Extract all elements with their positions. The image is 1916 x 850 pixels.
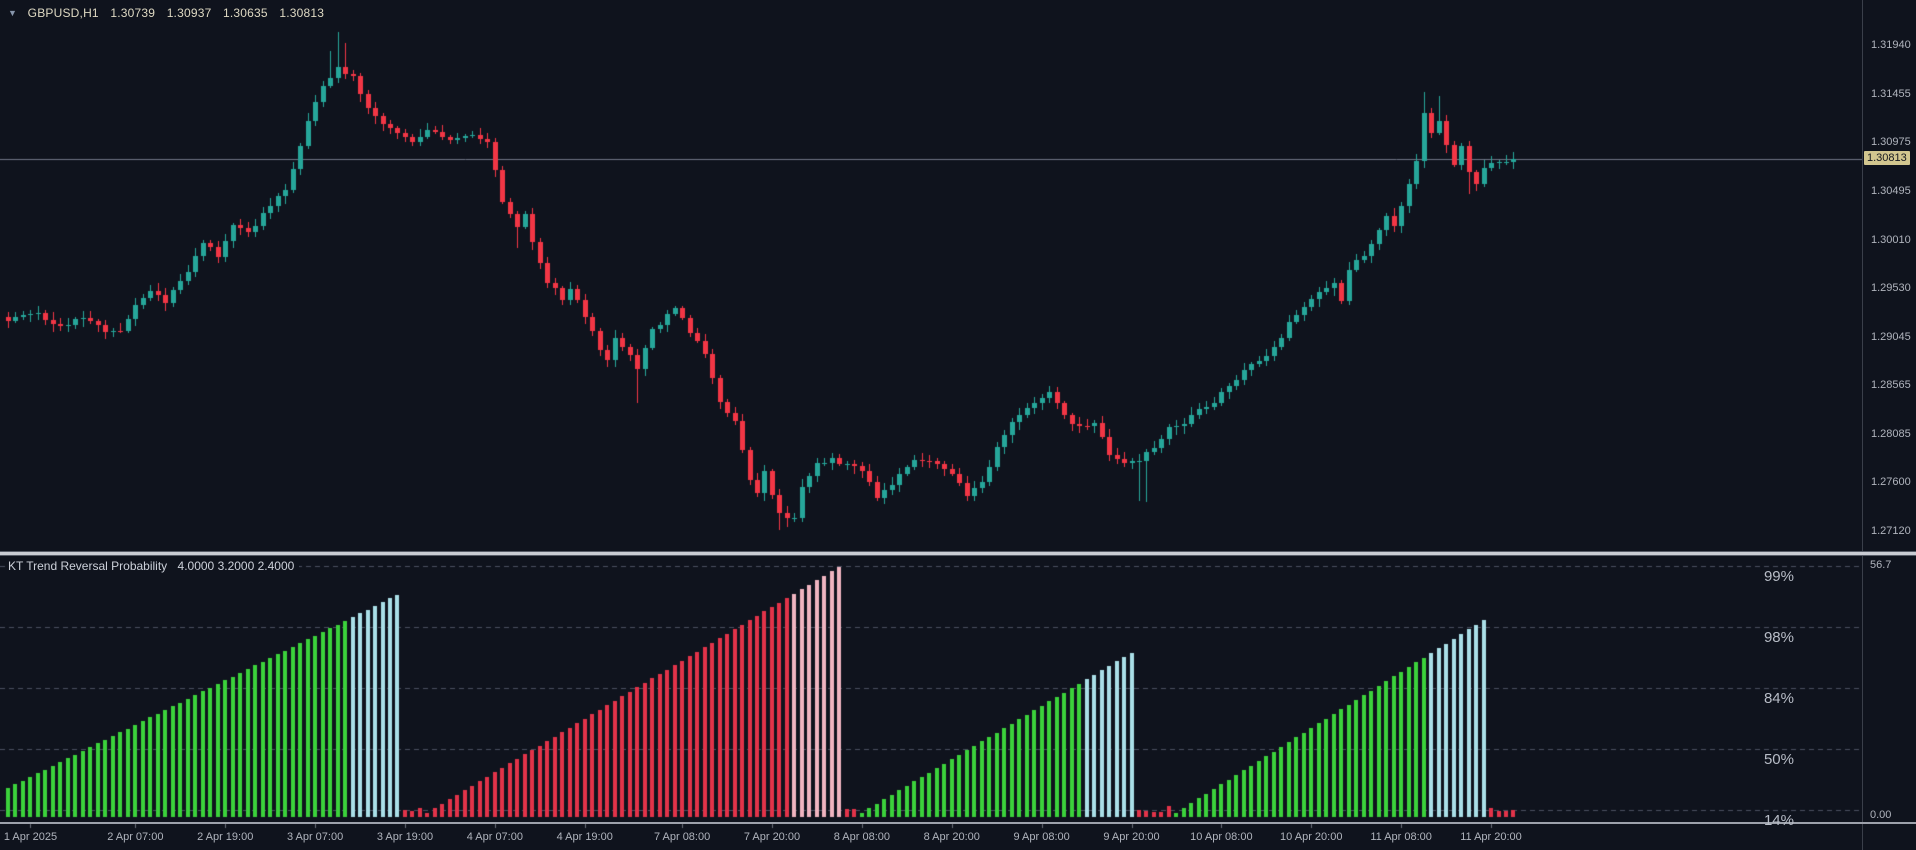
price-axis-label: 1.28565 (1871, 379, 1911, 392)
ohlc-close: 1.30813 (279, 6, 325, 20)
indicator-axis-max: 56.7 (1870, 559, 1892, 571)
symbol-ohlc-readout: ▼ GBPUSD,H1 1.30739 1.30937 1.30635 1.30… (8, 6, 324, 20)
time-axis-label: 4 Apr 07:00 (466, 831, 523, 843)
main-chart-area[interactable] (0, 0, 1862, 551)
time-axis-divider (0, 822, 1916, 824)
price-axis-label: 1.29045 (1871, 330, 1911, 343)
time-axis-label: 4 Apr 19:00 (556, 831, 613, 843)
time-axis-label: 3 Apr 19:00 (376, 831, 434, 843)
price-axis-label: 1.30495 (1871, 184, 1911, 197)
price-axis-label: 1.30010 (1871, 233, 1911, 246)
indicator-area[interactable] (0, 556, 1862, 822)
probability-level-label: 99% (1763, 567, 1794, 585)
probability-level-label: 98% (1763, 628, 1794, 646)
probability-level-label: 50% (1763, 751, 1794, 768)
time-axis-label: 9 Apr 20:00 (1103, 831, 1160, 843)
time-axis[interactable]: 1 Apr 2025 2 Apr 07:00 2 Apr 19:00 3 Apr 07… (0, 824, 1862, 850)
price-axis-label: 1.27120 (1871, 524, 1911, 537)
time-axis-label: 3 Apr 07:00 (286, 831, 344, 843)
indicator-name: KT Trend Reversal Probability (8, 559, 168, 573)
ohlc-open: 1.30739 (110, 6, 156, 20)
probability-level-label: 14% (1763, 811, 1794, 829)
price-axis-label: 1.31455 (1871, 87, 1911, 100)
ohlc-high: 1.30937 (166, 6, 212, 20)
indicator-params: 4.0000 3.2000 2.4000 (177, 559, 295, 573)
symbol-name: GBPUSD,H1 (27, 6, 99, 20)
price-axis-label: 1.27600 (1871, 476, 1911, 489)
price-axis-label: 1.30975 (1871, 136, 1911, 149)
panel-divider[interactable] (0, 551, 1916, 556)
time-axis-label: 1 Apr 2025 (3, 831, 58, 843)
time-axis-label: 10 Apr 20:00 (1280, 831, 1343, 843)
time-axis-label: 8 Apr 08:00 (833, 831, 890, 843)
time-axis-label: 8 Apr 20:00 (923, 831, 980, 843)
time-axis-label: 7 Apr 20:00 (743, 831, 801, 843)
time-axis-label: 10 Apr 08:00 (1190, 831, 1253, 843)
indicator-title[interactable]: KT Trend Reversal Probability 4.0000 3.2… (8, 559, 300, 573)
symbol-dropdown-icon[interactable]: ▼ (8, 8, 18, 18)
current-price-tag: 1.30813 (1864, 150, 1910, 165)
probability-level-label: 84% (1763, 690, 1794, 708)
price-axis-label: 1.28085 (1871, 427, 1911, 440)
indicator-axis-min: 0.00 (1870, 809, 1892, 821)
time-axis-label: 7 Apr 08:00 (653, 831, 711, 843)
time-axis-label: 11 Apr 08:00 (1370, 831, 1432, 843)
price-axis[interactable]: 1.31940 1.31455 1.30975 1.30495 1.30010 1.295… (1862, 0, 1916, 850)
time-axis-label: 9 Apr 08:00 (1013, 831, 1070, 843)
ohlc-low: 1.30635 (223, 6, 268, 20)
time-axis-label: 2 Apr 07:00 (107, 831, 164, 843)
price-axis-label: 1.29530 (1871, 281, 1911, 294)
price-axis-label: 1.31940 (1871, 38, 1911, 51)
time-axis-label: 2 Apr 19:00 (197, 831, 254, 843)
time-axis-label: 11 Apr 20:00 (1460, 831, 1522, 843)
